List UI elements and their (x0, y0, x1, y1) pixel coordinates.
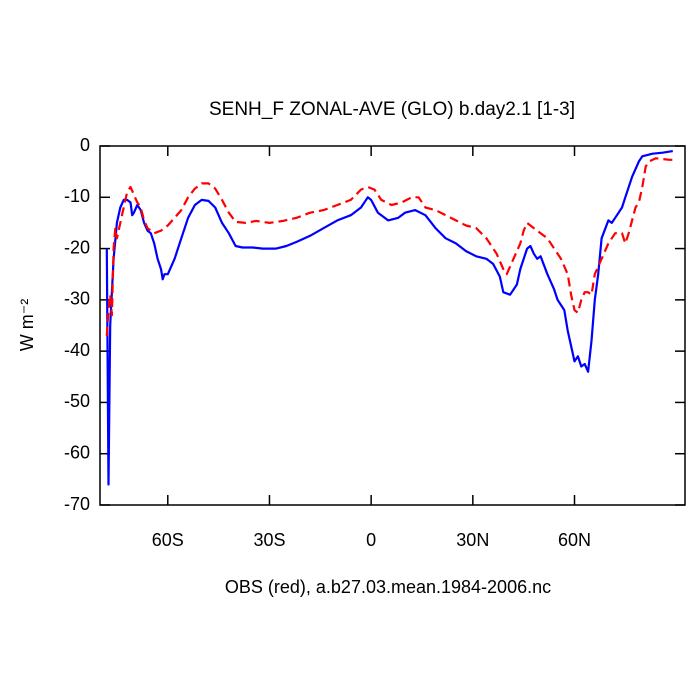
y-tick-label: -60 (64, 442, 90, 462)
chart-title: SENH_F ZONAL-AVE (GLO) b.day2.1 [1-3] (209, 99, 575, 120)
x-tick-label: 60S (152, 530, 184, 550)
series-line (105, 150, 673, 486)
plot-frame (99, 145, 686, 506)
x-tick-label: 30N (456, 530, 489, 550)
x-tick-label: 60N (558, 530, 591, 550)
y-axis-label: W m⁻² (17, 299, 37, 351)
x-axis-label: OBS (red), a.b27.03.mean.1984-2006.nc (225, 577, 551, 597)
y-tick-label: -70 (64, 494, 90, 514)
y-tick-label: -20 (64, 237, 90, 257)
x-tick-label: 0 (366, 530, 376, 550)
y-tick-label: -10 (64, 186, 90, 206)
y-tick-label: -40 (64, 340, 90, 360)
y-tick-label: 0 (80, 135, 90, 155)
x-tick-label: 30S (253, 530, 285, 550)
y-tick-label: -30 (64, 289, 90, 309)
y-tick-label: -50 (64, 391, 90, 411)
series-line (105, 157, 677, 336)
